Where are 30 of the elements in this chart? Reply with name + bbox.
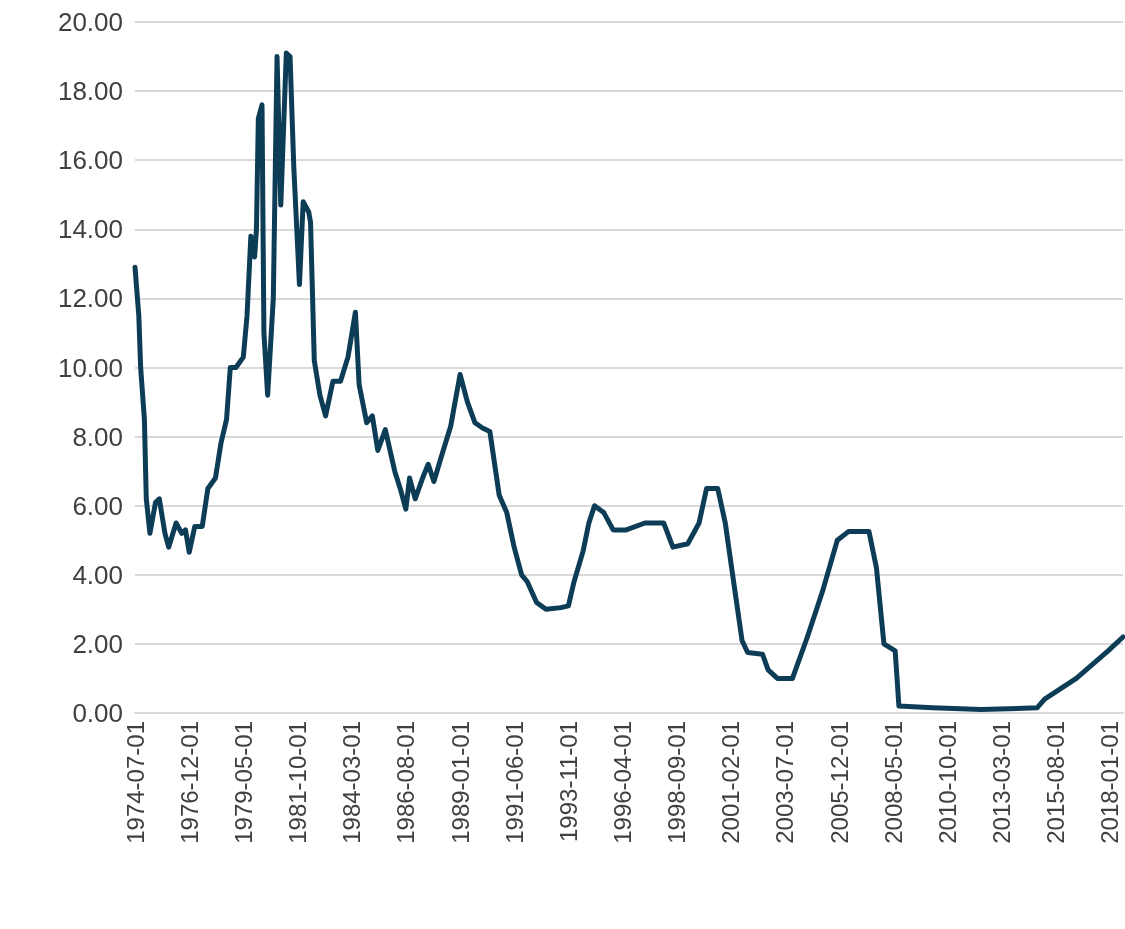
x-tick-label: 1984-03-01: [338, 721, 366, 844]
x-tick-label: 1986-08-01: [392, 721, 420, 844]
y-tick-label: 4.00: [72, 559, 123, 590]
y-tick-label: 12.00: [57, 283, 123, 314]
x-tick-label: 1998-09-01: [663, 721, 691, 844]
y-tick-label: 8.00: [72, 421, 123, 452]
x-tick-label: 1979-05-01: [229, 721, 257, 844]
x-tick-label: 2015-08-01: [1042, 721, 1070, 844]
x-tick-label: 1996-04-01: [609, 721, 636, 844]
x-tick-label: 2008-05-01: [879, 721, 907, 844]
y-tick-label: 18.00: [57, 76, 123, 107]
x-tick-label: 2010-10-01: [933, 721, 961, 844]
x-tick-label: 1974-07-01: [121, 721, 149, 844]
x-tick-label: 2013-03-01: [988, 721, 1016, 844]
y-tick-label: 0.00: [72, 698, 123, 728]
y-tick-label: 20.00: [57, 7, 123, 37]
y-tick-label: 2.00: [72, 628, 123, 659]
x-tick-label: 1976-12-01: [175, 721, 203, 844]
y-tick-label: 6.00: [72, 490, 123, 521]
x-tick-label: 2003-07-01: [771, 721, 799, 844]
y-tick-label: 16.00: [57, 145, 123, 176]
x-tick-label: 1989-01-01: [446, 721, 474, 844]
x-tick-label: 1993-11-01: [554, 721, 582, 842]
x-tick-label: 2005-12-01: [825, 721, 853, 844]
y-tick-label: 14.00: [57, 214, 123, 245]
y-tick-label: 10.00: [57, 352, 123, 383]
x-tick-label: 2001-02-01: [717, 721, 745, 844]
x-tick-label: 1981-10-01: [284, 721, 312, 844]
x-tick-label: 2018-01-01: [1096, 721, 1124, 844]
x-tick-label: 1991-06-01: [500, 721, 528, 844]
